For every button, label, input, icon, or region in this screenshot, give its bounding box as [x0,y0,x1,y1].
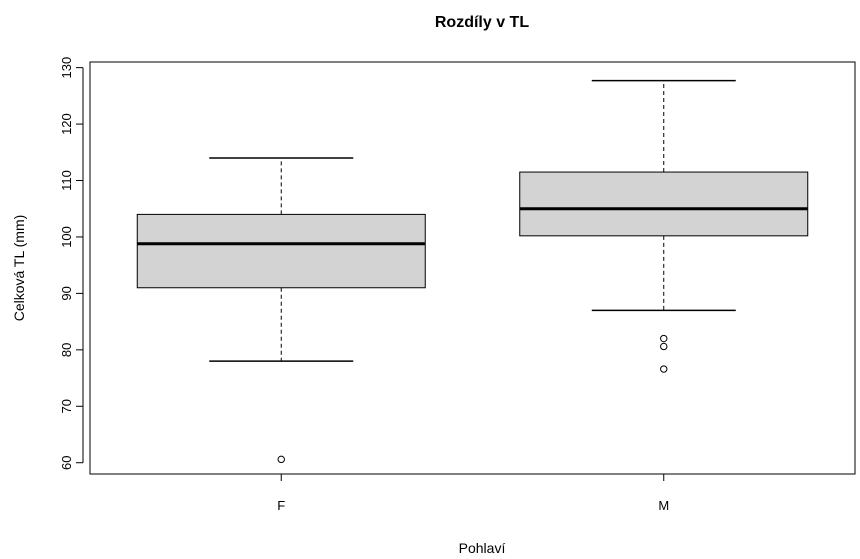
outlier-point [660,334,668,343]
x-tick-label: M [658,498,669,513]
outlier-point [277,455,285,464]
x-axis-label: Pohlaví [459,540,506,556]
box-iqr [519,171,809,237]
box-M [519,79,809,373]
outlier-point [660,342,668,351]
outlier-point [660,365,668,373]
y-tick-label: 60 [59,455,74,469]
y-tick-label: 90 [59,286,74,300]
box-F [136,157,426,464]
y-tick-label: 70 [59,399,74,413]
y-axis-label: Celková TL (mm) [11,215,27,322]
y-tick-label: 120 [59,113,74,135]
box-iqr [136,213,426,289]
y-tick-label: 80 [59,343,74,357]
y-tick-label: 130 [59,57,74,79]
y-tick-label: 100 [59,226,74,248]
x-tick-label: F [277,498,285,513]
y-tick-label: 110 [59,170,74,191]
boxes [136,79,809,464]
y-axis: 60 70 80 90 100 110 120 130 [59,57,84,470]
chart-title: Rozdíly v TL [435,14,529,31]
